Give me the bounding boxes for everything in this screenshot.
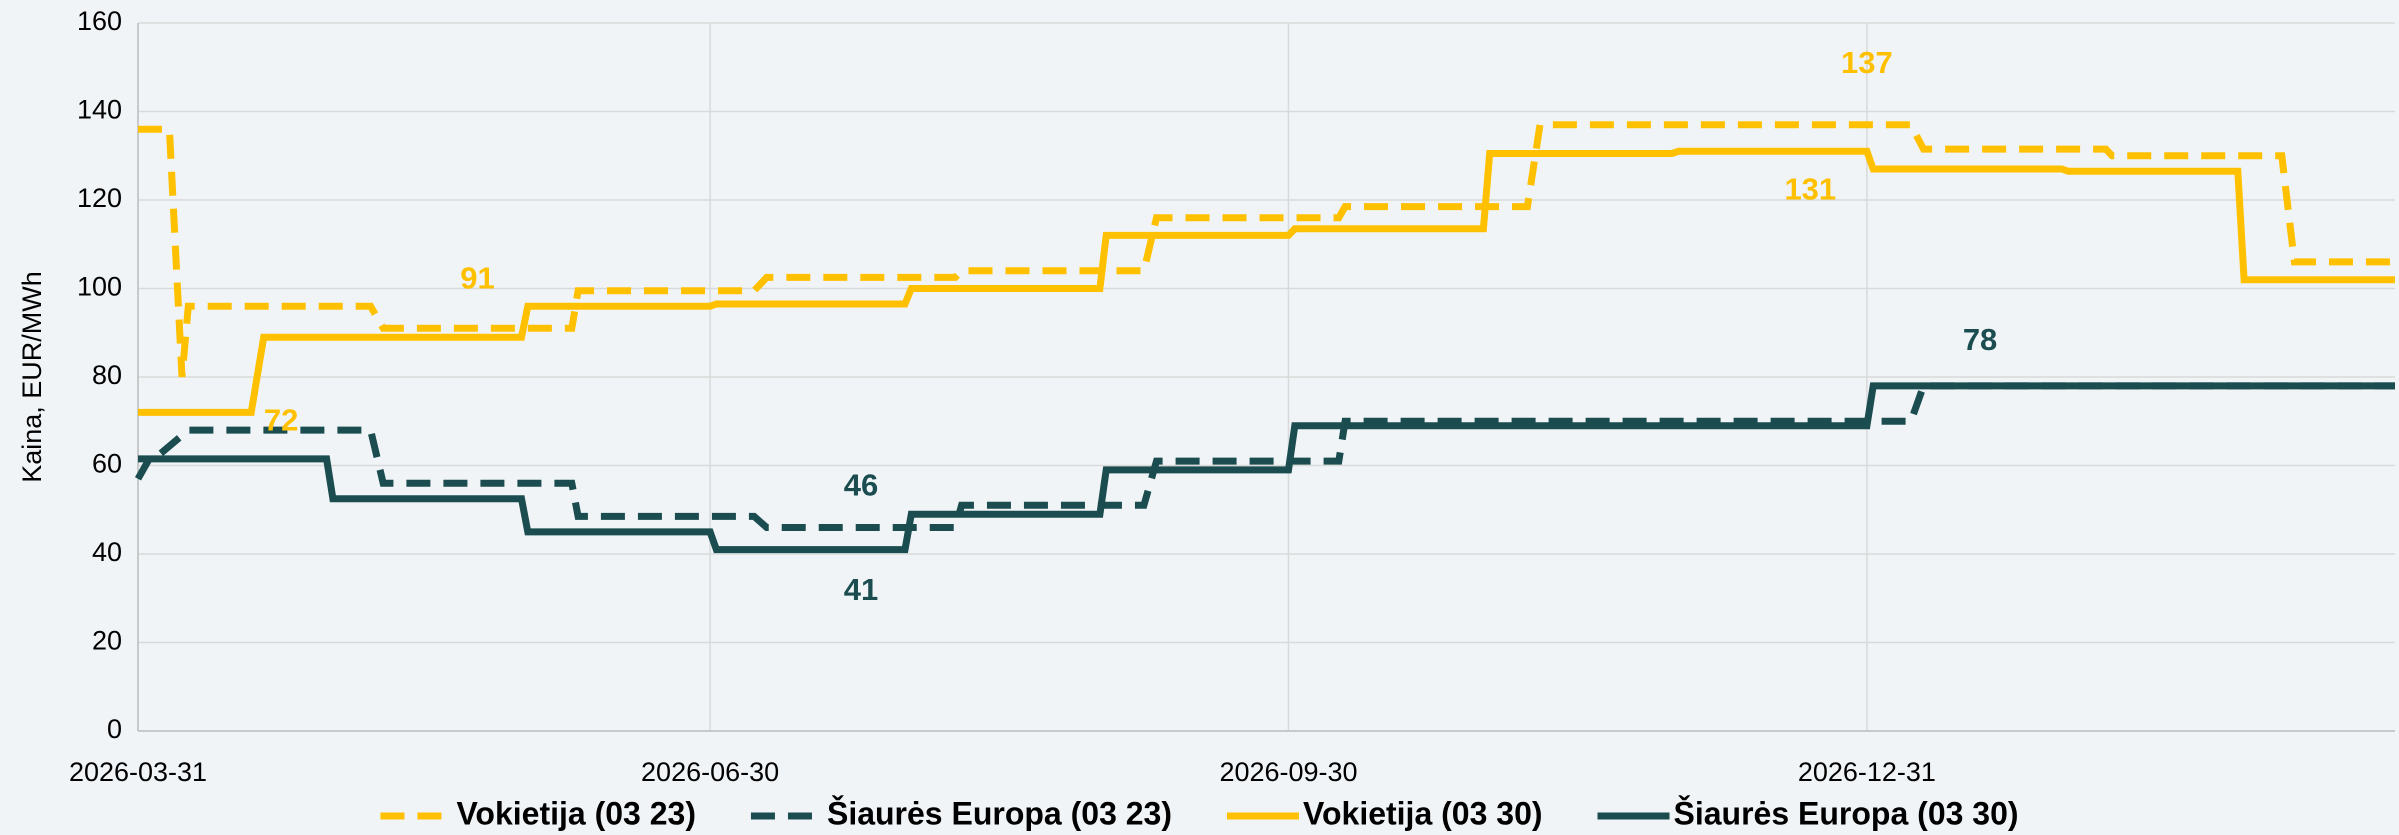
y-tick-label: 160 — [77, 6, 122, 36]
y-tick-label: 20 — [92, 626, 122, 656]
annotation: 137 — [1841, 45, 1893, 80]
series-line — [138, 121, 2395, 378]
x-tick-label: 2026-03-31 — [69, 757, 207, 787]
y-tick-label: 80 — [92, 360, 122, 390]
legend-label: Šiaurės Europa (03 30) — [1674, 795, 2019, 831]
annotation: 91 — [460, 261, 494, 296]
annotation: 131 — [1784, 172, 1836, 207]
annotation: 78 — [1963, 322, 1997, 357]
annotation: 72 — [264, 403, 298, 438]
y-axis-label: Kaina, EUR/MWh — [17, 271, 47, 483]
y-tick-label: 100 — [77, 272, 122, 302]
legend: Vokietija (03 23) Šiaurės Europa (03 23) V… — [380, 795, 2019, 831]
x-tick-label: 2026-12-31 — [1798, 757, 1936, 787]
annotation: 41 — [844, 572, 878, 607]
y-tick-label: 140 — [77, 95, 122, 125]
y-tick-label: 120 — [77, 183, 122, 213]
series-line — [134, 382, 2395, 531]
y-tick-label: 40 — [92, 537, 122, 567]
annotation: 46 — [844, 468, 878, 503]
legend-label: Vokietija (03 30) — [1303, 795, 1543, 831]
legend-label: Šiaurės Europa (03 23) — [827, 795, 1172, 831]
y-tick-label: 60 — [92, 449, 122, 479]
legend-label: Vokietija (03 23) — [456, 795, 696, 831]
x-tick-label: 2026-06-30 — [641, 757, 779, 787]
y-tick-label: 0 — [107, 714, 122, 744]
series-line — [138, 382, 2395, 554]
x-tick-label: 2026-09-30 — [1219, 757, 1357, 787]
series-line — [138, 147, 2395, 416]
